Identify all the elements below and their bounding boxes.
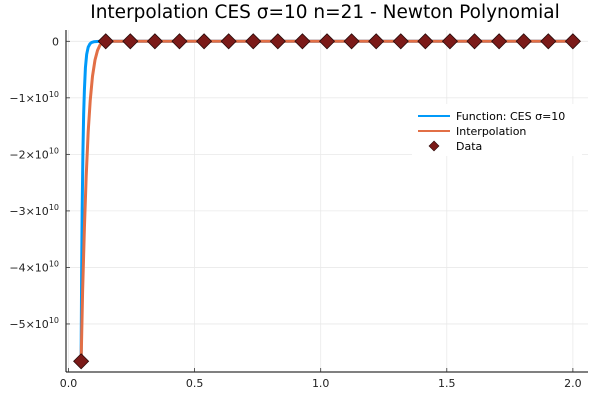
series-line-function-ces-10 (79, 39, 575, 363)
y-tick-label: 0 (52, 35, 59, 48)
data-point-diamond (171, 33, 188, 50)
y-axis-ticks: 0−1×1010−2×1010−3×1010−4×1010−5×1010 (9, 35, 70, 331)
chart-title: Interpolation CES σ=10 n=21 - Newton Pol… (90, 2, 559, 23)
y-tick-label-exponent: 10 (49, 316, 59, 325)
data-point-diamond (564, 33, 581, 50)
x-tick-label: 1.0 (312, 377, 330, 390)
data-point-diamond (269, 33, 286, 50)
data-point-diamond (122, 33, 139, 50)
y-tick-label-exponent: 10 (49, 90, 59, 99)
y-tick-label: −4×1010 (9, 259, 59, 274)
series-lines (79, 39, 575, 363)
y-tick-label-base: −2×10 (9, 148, 48, 161)
data-point-diamond (343, 33, 360, 50)
y-tick-label-base: −3×10 (9, 205, 48, 218)
legend-swatch-diamond (428, 140, 440, 152)
data-point-diamond (195, 33, 213, 50)
data-point-diamond (294, 33, 311, 50)
y-tick-label: −3×1010 (9, 203, 59, 218)
x-tick-label: 1.5 (438, 377, 456, 390)
data-point-diamond (73, 353, 90, 370)
data-point-diamond (466, 33, 483, 50)
data-point-diamond (245, 33, 262, 50)
data-point-diamond (146, 33, 163, 50)
y-tick-label-exponent: 10 (49, 203, 59, 212)
legend-label: Data (456, 140, 482, 153)
data-point-diamond (540, 33, 557, 50)
data-point-diamond (97, 33, 114, 50)
data-point-diamond (220, 33, 237, 50)
y-tick-label-exponent: 10 (49, 146, 59, 155)
axes (65, 30, 588, 373)
data-point-diamond (515, 33, 532, 50)
x-tick-label: 2.0 (564, 377, 582, 390)
y-tick-label: −5×1010 (9, 316, 59, 331)
data-markers (73, 33, 581, 370)
data-point-diamond (392, 33, 409, 50)
y-tick-label-base: −4×10 (9, 261, 48, 274)
legend: Function: CES σ=10 Interpolation Data (412, 104, 582, 156)
data-point-diamond (441, 33, 459, 50)
data-point-diamond (417, 33, 434, 50)
grid-lines (66, 30, 588, 372)
y-tick-label-base: −5×10 (9, 318, 48, 331)
data-point-diamond (318, 33, 336, 50)
y-tick-label-base: 0 (52, 35, 59, 48)
y-tick-label: −2×1010 (9, 146, 59, 161)
x-tick-label: 0.5 (186, 377, 204, 390)
data-point-diamond (491, 33, 508, 50)
legend-label: Interpolation (456, 125, 526, 138)
legend-label: Function: CES σ=10 (456, 110, 565, 123)
y-tick-label-base: −1×10 (9, 92, 48, 105)
x-axis-ticks: 0.0 0.5 1.0 1.5 2.0 (60, 368, 582, 390)
x-tick-label: 0.0 (60, 377, 78, 390)
y-tick-label-exponent: 10 (49, 259, 59, 268)
data-point-diamond (368, 33, 385, 50)
series-line-interpolation (79, 39, 575, 363)
y-tick-label: −1×1010 (9, 90, 59, 105)
